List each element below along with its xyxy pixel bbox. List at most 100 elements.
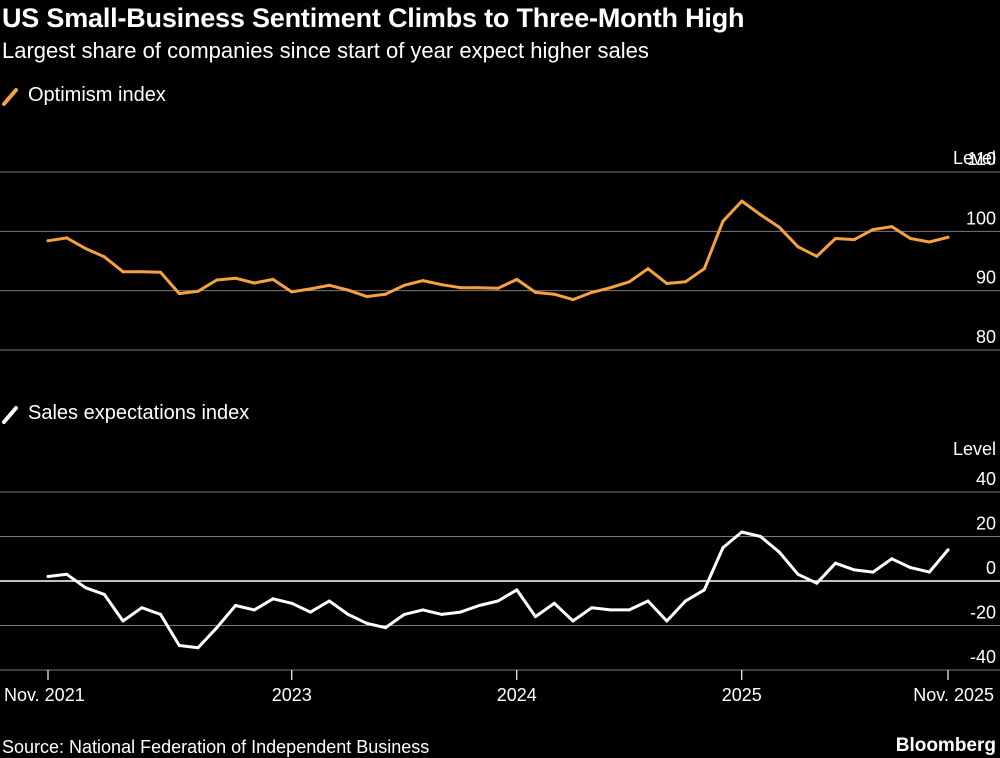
optimism-point-4 bbox=[121, 270, 125, 274]
sales-point-11 bbox=[252, 608, 256, 612]
legend-sales-icon bbox=[2, 405, 18, 424]
sales-point-41 bbox=[815, 581, 819, 585]
sales-point-10 bbox=[234, 604, 237, 607]
sales-point-45 bbox=[890, 557, 894, 561]
sales-point-37 bbox=[740, 530, 744, 534]
optimism-unit-label: Level bbox=[953, 148, 996, 168]
optimism-point-14 bbox=[309, 287, 312, 291]
sales-point-48 bbox=[946, 548, 950, 552]
sales-point-2 bbox=[84, 586, 87, 590]
optimism-point-25 bbox=[515, 277, 519, 281]
optimism-ytick-80: 80 bbox=[976, 327, 996, 347]
sales-point-14 bbox=[309, 610, 312, 614]
legend-sales: Sales expectations index bbox=[2, 402, 249, 425]
sales-point-40 bbox=[796, 572, 800, 576]
optimism-point-41 bbox=[815, 254, 819, 258]
chart-subtitle: Largest share of companies since start o… bbox=[2, 38, 649, 63]
optimism-ytick-100: 100 bbox=[966, 208, 996, 228]
sales-point-46 bbox=[909, 566, 912, 570]
sales-point-1 bbox=[65, 572, 69, 576]
sales-ytick--20: -20 bbox=[970, 603, 996, 623]
sales-point-16 bbox=[346, 612, 350, 616]
sales-point-25 bbox=[515, 588, 519, 592]
sales-point-26 bbox=[534, 615, 537, 619]
sales-point-42 bbox=[834, 561, 837, 565]
optimism-point-42 bbox=[834, 237, 837, 240]
optimism-point-48 bbox=[946, 235, 950, 239]
optimism-ytick-90: 90 bbox=[976, 268, 996, 288]
optimism-point-34 bbox=[684, 280, 687, 284]
optimism-point-32 bbox=[646, 267, 650, 271]
optimism-point-35 bbox=[702, 267, 706, 271]
sales-point-3 bbox=[102, 592, 106, 596]
x-tick-label-4: Nov. 2025 bbox=[913, 685, 994, 705]
source-note: Source: National Federation of Independe… bbox=[2, 737, 430, 757]
optimism-point-13 bbox=[290, 290, 294, 294]
x-tick-label-0: Nov. 2021 bbox=[4, 685, 85, 705]
sales-point-22 bbox=[459, 610, 462, 614]
sales-point-27 bbox=[552, 601, 556, 605]
optimism-point-45 bbox=[890, 225, 894, 229]
optimism-point-39 bbox=[777, 225, 781, 229]
optimism-point-11 bbox=[252, 281, 256, 285]
x-tick-label-2: 2024 bbox=[497, 685, 537, 705]
optimism-point-36 bbox=[721, 219, 725, 223]
chart-title: US Small-Business Sentiment Climbs to Th… bbox=[2, 3, 745, 33]
sales-point-31 bbox=[627, 608, 631, 612]
sales-point-44 bbox=[871, 570, 875, 574]
optimism-point-29 bbox=[590, 290, 594, 294]
optimism-point-2 bbox=[84, 247, 87, 250]
optimism-point-21 bbox=[440, 283, 444, 287]
legend-optimism-label: Optimism index bbox=[28, 84, 166, 106]
optimism-point-0 bbox=[46, 239, 50, 243]
sales-point-18 bbox=[384, 626, 387, 630]
x-tick-label-1: 2023 bbox=[272, 685, 312, 705]
sales-point-30 bbox=[609, 608, 612, 612]
optimism-point-28 bbox=[571, 298, 575, 302]
optimism-series-line bbox=[46, 199, 950, 302]
sales-point-21 bbox=[440, 612, 444, 616]
optimism-point-44 bbox=[871, 228, 875, 232]
sales-point-47 bbox=[927, 570, 931, 574]
sales-ytick--40: -40 bbox=[970, 647, 996, 667]
optimism-point-30 bbox=[609, 286, 612, 290]
optimism-point-31 bbox=[627, 280, 631, 284]
sales-point-29 bbox=[590, 606, 594, 610]
optimism-point-3 bbox=[102, 255, 106, 259]
brand-logo: Bloomberg bbox=[895, 735, 996, 756]
optimism-point-43 bbox=[852, 238, 856, 242]
sales-point-0 bbox=[46, 575, 50, 578]
sales-point-15 bbox=[327, 599, 331, 603]
legend-optimism: Optimism index bbox=[2, 84, 166, 107]
optimism-point-19 bbox=[402, 283, 406, 287]
sales-point-13 bbox=[290, 601, 294, 605]
legend-sales-label: Sales expectations index bbox=[28, 402, 250, 424]
sales-point-35 bbox=[702, 588, 706, 592]
optimism-point-9 bbox=[215, 278, 219, 282]
optimism-point-47 bbox=[927, 240, 931, 244]
sales-point-38 bbox=[759, 535, 762, 538]
optimism-point-17 bbox=[365, 295, 369, 299]
optimism-point-37 bbox=[740, 199, 744, 203]
optimism-point-10 bbox=[234, 276, 237, 280]
optimism-point-18 bbox=[384, 292, 387, 296]
optimism-point-22 bbox=[459, 286, 462, 290]
optimism-point-23 bbox=[477, 286, 481, 290]
sales-point-12 bbox=[271, 597, 275, 601]
sales-point-8 bbox=[196, 646, 200, 650]
optimism-point-24 bbox=[496, 286, 500, 290]
optimism-point-6 bbox=[159, 270, 162, 274]
sales-point-4 bbox=[121, 619, 125, 623]
optimism-point-8 bbox=[196, 289, 200, 293]
sales-point-5 bbox=[140, 606, 144, 610]
sales-point-23 bbox=[477, 604, 481, 607]
sales-point-7 bbox=[177, 644, 181, 647]
sales-point-36 bbox=[721, 546, 725, 550]
sales-point-9 bbox=[215, 626, 219, 630]
sales-unit-label: Level bbox=[953, 439, 996, 459]
sales-point-20 bbox=[421, 608, 425, 612]
sales-point-28 bbox=[571, 619, 575, 623]
optimism-point-15 bbox=[327, 283, 331, 287]
optimism-point-46 bbox=[909, 237, 912, 240]
